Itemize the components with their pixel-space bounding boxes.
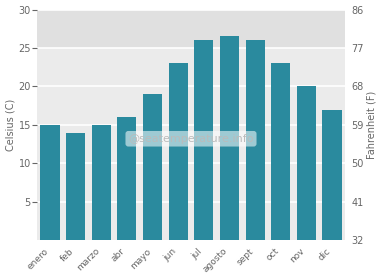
Bar (220, 36, 239, 240)
Bar (194, 40, 214, 240)
Bar (40, 125, 60, 240)
Bar (220, 36, 239, 240)
Bar (322, 109, 342, 240)
Bar (168, 63, 188, 240)
Bar (246, 40, 265, 240)
Text: @seatemperature.info: @seatemperature.info (128, 134, 254, 144)
Bar (117, 117, 136, 240)
Bar (297, 87, 316, 240)
Bar (37, 48, 345, 240)
Bar (92, 125, 111, 240)
Y-axis label: Fahrenheit (F): Fahrenheit (F) (366, 91, 376, 159)
Bar (168, 63, 188, 240)
Bar (297, 87, 316, 240)
Bar (40, 125, 60, 240)
Bar (194, 40, 214, 240)
Bar (143, 94, 162, 240)
Y-axis label: Celsius (C): Celsius (C) (6, 99, 16, 151)
Bar (37, 10, 345, 48)
Bar (322, 109, 342, 240)
Bar (143, 94, 162, 240)
Bar (271, 63, 290, 240)
Bar (271, 63, 290, 240)
Bar (92, 125, 111, 240)
Bar (117, 117, 136, 240)
Bar (66, 133, 85, 240)
Bar (66, 133, 85, 240)
Bar (246, 40, 265, 240)
